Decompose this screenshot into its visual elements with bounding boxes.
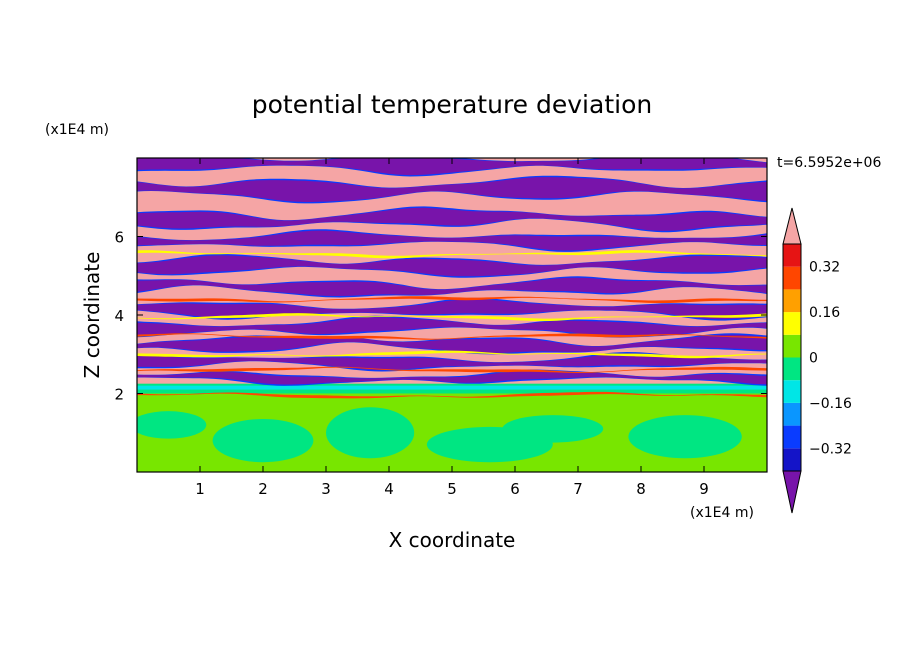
colorbar-segment: [783, 244, 801, 267]
transition-layer: [137, 385, 767, 390]
teal-region: [212, 419, 314, 463]
colorbar-segment: [783, 425, 801, 449]
purple-band: [137, 177, 767, 202]
teal-region: [502, 415, 604, 443]
colorbar-segment: [783, 289, 801, 313]
purple-band: [137, 158, 767, 176]
colorbar-segment: [783, 448, 801, 471]
colorbar-over-triangle: [782, 207, 802, 245]
colorbar-frame: [782, 243, 802, 472]
field-bands: [137, 158, 767, 472]
colorbar-tick-label: 0.16: [809, 305, 840, 321]
purple-band: [137, 370, 767, 385]
purple-band: [137, 207, 767, 231]
colorbar-under-triangle: [782, 470, 802, 514]
teal-region: [326, 407, 415, 459]
teal-region: [628, 415, 742, 459]
purple-band: [137, 317, 767, 337]
colorbar-segment: [783, 312, 801, 335]
x-tick-label: 8: [636, 480, 646, 498]
warm-filament: [137, 350, 767, 359]
x-tick-label: 7: [573, 480, 583, 498]
warm-filament: [137, 313, 767, 322]
x-tick-label: 9: [699, 480, 709, 498]
x-tick-label: 6: [510, 480, 520, 498]
teal-region: [137, 411, 207, 439]
purple-band: [137, 277, 767, 296]
colorbar-tick-label: 0.32: [809, 260, 840, 276]
purple-band: [137, 299, 767, 320]
purple-band: [137, 353, 767, 371]
y-tick-label: 4: [114, 307, 124, 325]
colorbar: 0.32 0.16 0 −0.16 −0.32: [782, 207, 852, 514]
x-unit-label: (x1E4 m): [690, 505, 754, 521]
x-tick-label: 5: [447, 480, 457, 498]
colorbar-segment: [783, 334, 801, 358]
time-label: t=6.5952e+06: [777, 155, 881, 171]
purple-band: [137, 230, 767, 251]
y-axis-label: Z coordinate: [80, 252, 104, 379]
x-tick-label: 3: [321, 480, 331, 498]
y-axis: 2 4 6: [114, 229, 767, 404]
x-tick-label: 2: [258, 480, 268, 498]
warm-filament: [137, 366, 767, 373]
y-tick-label: 6: [114, 229, 124, 247]
y-tick-label: 2: [114, 386, 124, 404]
warm-filament: [137, 333, 767, 340]
colorbar-segment: [783, 266, 801, 290]
colorbar-segment: [783, 402, 801, 426]
colorbar-segment: [783, 380, 801, 403]
purple-band: [137, 255, 767, 277]
x-tick-label: 4: [384, 480, 394, 498]
warm-filament: [137, 250, 767, 259]
x-axis: 1 2 3 4 5 6 7 8 9: [195, 158, 709, 498]
colorbar-segment: [783, 357, 801, 381]
colorbar-tick-label: 0: [809, 351, 818, 367]
x-axis-label: X coordinate: [389, 528, 516, 552]
colorbar-tick-label: −0.16: [809, 396, 852, 412]
chart-title: potential temperature deviation: [252, 90, 652, 119]
plot-area: [137, 158, 767, 472]
x-tick-label: 1: [195, 480, 205, 498]
y-unit-label: (x1E4 m): [45, 122, 109, 138]
warm-filament: [137, 296, 767, 304]
warm-filament: [137, 391, 767, 399]
purple-band: [137, 334, 767, 353]
colorbar-tick-label: −0.32: [809, 441, 852, 457]
